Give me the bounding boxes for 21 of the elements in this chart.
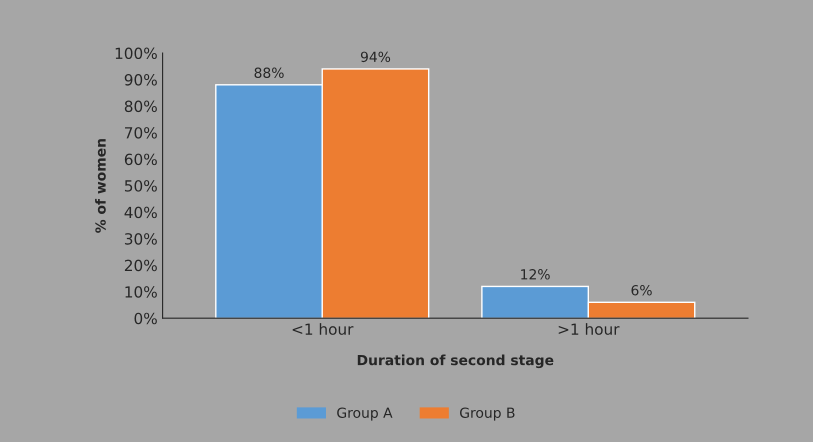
data-label: 6%	[631, 284, 652, 296]
y-tick-label: 30%	[124, 233, 157, 245]
y-tick-label: 40%	[124, 206, 157, 218]
y-tick-label: 50%	[124, 180, 157, 192]
x-tick-label: <1 hour	[292, 323, 354, 335]
legend-label: Group B	[460, 407, 514, 421]
data-label: 12%	[521, 269, 550, 280]
x-tick-label: >1 hour	[558, 323, 620, 335]
y-axis-title: % of women	[95, 139, 106, 233]
y-tick-label: 90%	[124, 74, 157, 86]
y-tick-label: 0%	[134, 312, 157, 324]
y-tick-label: 20%	[124, 260, 157, 272]
legend-label: Group A	[337, 407, 392, 421]
data-label: 94%	[360, 52, 390, 62]
y-tick-label: 70%	[125, 127, 157, 139]
y-tick-label: 80%	[124, 100, 157, 112]
y-tick-label: 10%	[125, 286, 157, 298]
y-tick-label: 60%	[124, 154, 157, 166]
data-label: 88%	[254, 68, 284, 78]
y-tick-label: 100%	[116, 48, 157, 60]
x-axis-title: Duration of second stage	[358, 354, 554, 368]
